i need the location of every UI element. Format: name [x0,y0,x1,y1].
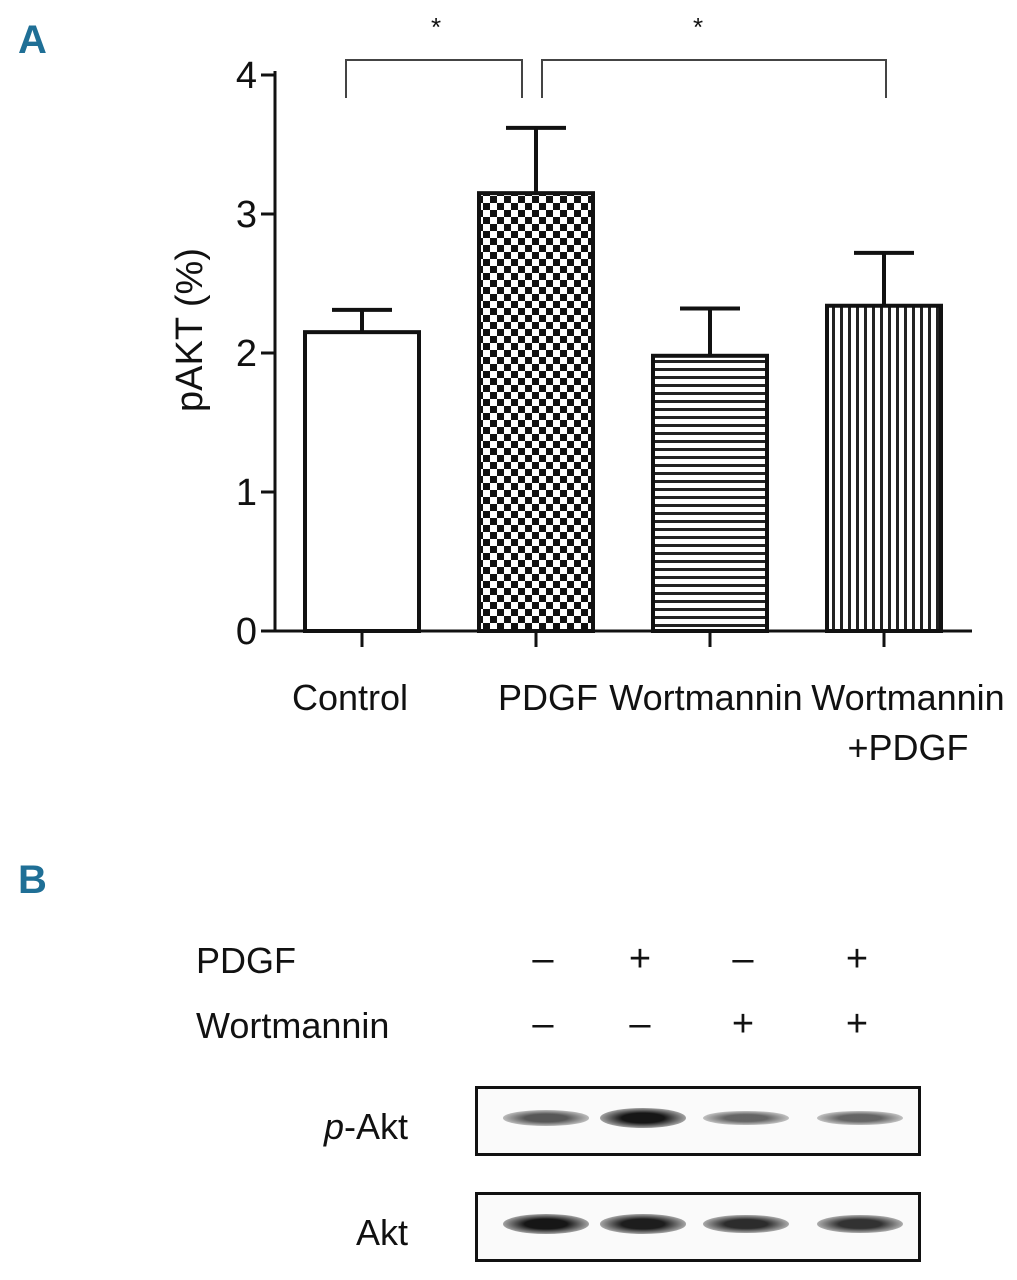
treatment-sign: + [845,1003,869,1045]
panel-a-label: A [18,18,47,62]
y-axis-title: pAKT (%) [169,248,211,412]
treatment-sign: + [731,1003,755,1045]
x-category-label: +PDGF [847,727,968,768]
blot-row-label: Akt [355,1212,408,1253]
bar-wortmannin [651,353,769,633]
x-category-label: Control [292,677,408,718]
blot-band [503,1214,589,1234]
x-category-label: Wortmannin [609,677,802,718]
significance-bracket [345,59,523,98]
blot-box [475,1086,921,1156]
blot-band [503,1110,589,1126]
significance-bracket [541,59,887,98]
y-tick-label: 4 [236,55,257,97]
significance-star: * [431,12,441,42]
treatment-sign: – [532,1003,554,1045]
blot-band [703,1110,789,1126]
treatment-sign: – [732,938,754,980]
y-tick-label: 0 [236,611,257,653]
bar-control [303,330,421,633]
y-tick-label: 1 [236,472,257,514]
blot-row-label: p-Akt [323,1106,408,1147]
panel-b-label: B [18,858,47,902]
blot-band [703,1214,789,1234]
treatment-label: PDGF [196,940,297,981]
blot-band [600,1108,686,1128]
blot-band [817,1110,903,1126]
treatment-sign: + [628,938,652,980]
x-category-label: Wortmannin [811,677,1004,718]
bar-chart: 0 1 2 3 4 pAKT (%) Control PDGF Wortmannin Wortma… [169,12,1005,768]
treatment-sign: – [532,938,554,980]
significance-star: * [693,12,703,42]
y-tick-label: 2 [236,333,257,375]
blot-band [817,1215,903,1233]
blot-box [475,1192,921,1262]
treatment-sign: + [845,938,869,980]
treatment-label: Wortmannin [196,1005,390,1046]
bar-pdgf [477,191,595,633]
blot-band [600,1214,686,1234]
y-tick-label: 3 [236,194,257,236]
x-category-label: PDGF [498,677,598,718]
treatment-sign: – [629,1003,651,1045]
bar-wortmannin-+pdgf [825,303,943,633]
